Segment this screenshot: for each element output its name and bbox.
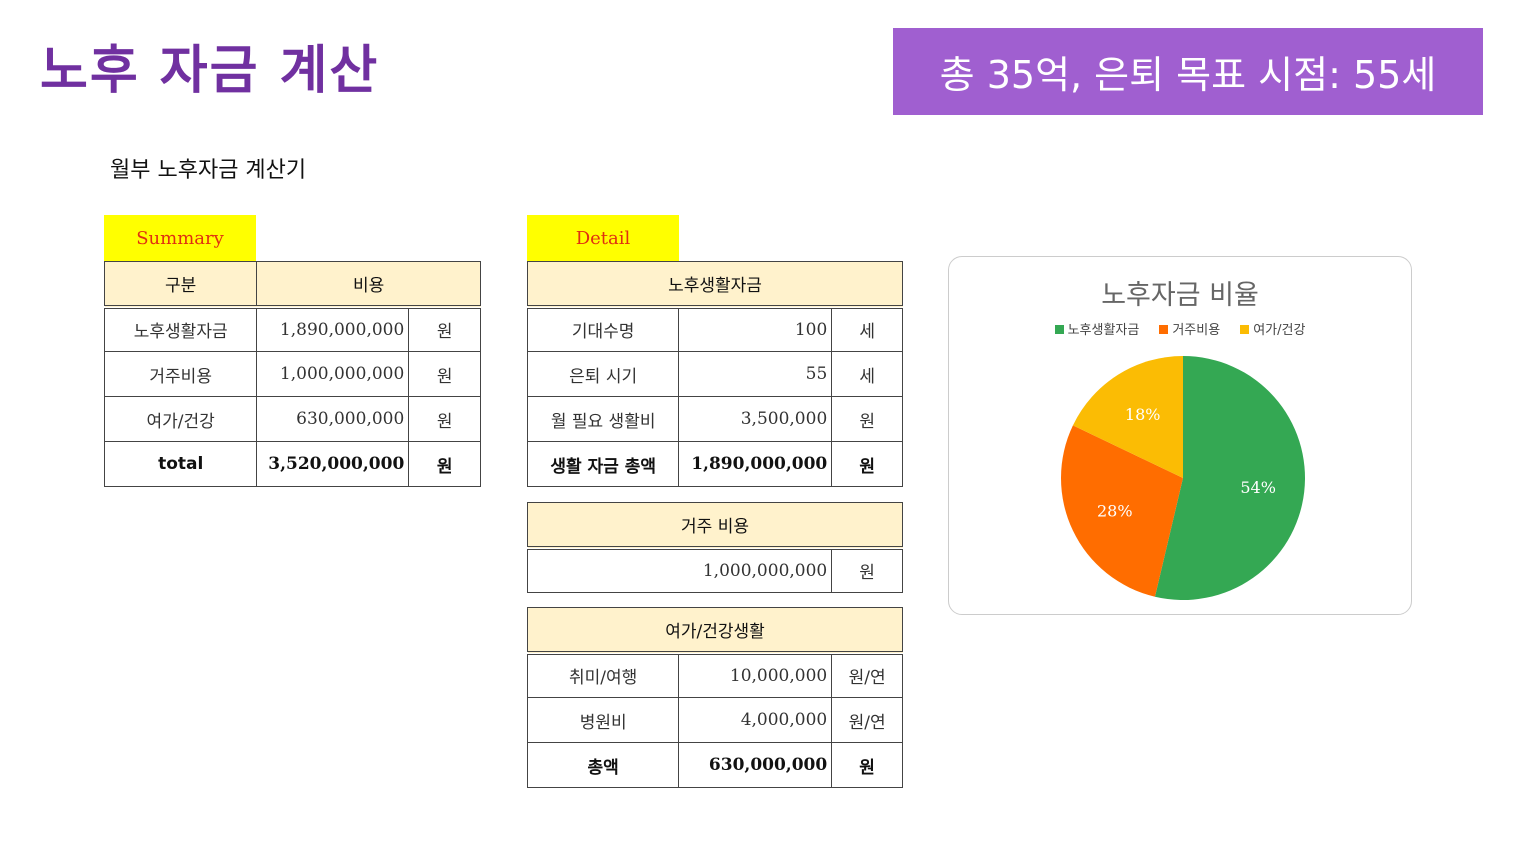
cell-value: 1,890,000,000 xyxy=(678,441,833,487)
cell-label: 기대수명 xyxy=(526,306,680,352)
table-row: 거주비용 1,000,000,000 원 xyxy=(103,351,481,397)
calculator-subtitle: 월부 노후자금 계산기 xyxy=(110,158,307,183)
table-row: 은퇴 시기 55 세 xyxy=(526,351,903,397)
cell-value: 55 xyxy=(678,351,833,397)
cell-unit: 원 xyxy=(831,441,903,487)
chart-legend: 노후생활자금 거주비용 여가/건강 xyxy=(949,319,1411,338)
cell-label: 거주비용 xyxy=(103,351,258,397)
summary-tag: Summary xyxy=(104,215,256,261)
legend-label: 거주비용 xyxy=(1172,323,1221,338)
legend-item: 거주비용 xyxy=(1159,319,1220,338)
cell-value: 4,000,000 xyxy=(678,697,833,743)
housing-header: 거주 비용 xyxy=(527,502,903,550)
cell-unit: 원 xyxy=(831,396,903,442)
leisure-header: 여가/건강생활 xyxy=(527,607,903,655)
legend-swatch xyxy=(1159,325,1169,334)
table-row: 1,000,000,000 원 xyxy=(526,547,903,593)
cell-unit: 원 xyxy=(831,742,903,788)
table-row: 병원비 4,000,000 원/연 xyxy=(526,697,903,743)
cell-label: 취미/여행 xyxy=(526,652,680,698)
total-row: total 3,520,000,000 원 xyxy=(103,441,481,487)
table-row: 기대수명 100 세 xyxy=(526,306,903,352)
cell-unit: 원 xyxy=(408,351,481,397)
cell-value: 630,000,000 xyxy=(678,742,833,788)
pie-slice xyxy=(1154,356,1305,600)
cell-label: 월 필요 생활비 xyxy=(526,396,680,442)
slice-label: 28% xyxy=(1097,502,1133,521)
cell-label: 여가/건강 xyxy=(103,396,258,442)
total-row: 총액 630,000,000 원 xyxy=(526,742,903,788)
chart-title: 노후자금 비율 xyxy=(1101,280,1259,311)
table-row: 노후생활자금 1,890,000,000 원 xyxy=(103,306,481,352)
cell-label: 병원비 xyxy=(526,697,680,743)
cell-label: 총액 xyxy=(526,742,680,788)
table-row: 여가/건강 630,000,000 원 xyxy=(103,396,481,442)
cell-unit: 원 xyxy=(408,441,481,487)
cell-unit: 원 xyxy=(831,547,903,593)
pie-slice xyxy=(1072,356,1183,478)
table-row: 취미/여행 10,000,000 원/연 xyxy=(526,652,903,698)
cell-unit: 세 xyxy=(831,351,903,397)
pie-slice xyxy=(1061,425,1183,597)
cell-value: 10,000,000 xyxy=(678,652,833,698)
legend-swatch xyxy=(1054,325,1064,334)
cell-value: 1,000,000,000 xyxy=(256,351,410,397)
cell-value: 1,890,000,000 xyxy=(256,306,410,352)
cell-label: 은퇴 시기 xyxy=(526,351,680,397)
legend-swatch xyxy=(1240,325,1250,334)
pie-svg: 54% 28% 18% xyxy=(1061,356,1305,600)
cell-label: 생활 자금 총액 xyxy=(526,441,680,487)
table-row: 월 필요 생활비 3,500,000 원 xyxy=(526,396,903,442)
cell-label: 노후생활자금 xyxy=(103,306,258,352)
legend-item: 노후생활자금 xyxy=(1054,319,1140,338)
cell-unit: 원/연 xyxy=(831,652,903,698)
housing-table: 거주 비용 1,000,000,000 원 xyxy=(526,502,903,593)
summary-banner: 총 35억, 은퇴 목표 시점: 55세 xyxy=(893,28,1483,115)
cell-value: 100 xyxy=(678,306,833,352)
total-row: 생활 자금 총액 1,890,000,000 원 xyxy=(526,441,903,487)
header-cost: 비용 xyxy=(256,261,481,309)
cell-unit: 원 xyxy=(408,306,481,352)
cell-label: total xyxy=(103,441,258,487)
living-header: 노후생활자금 xyxy=(527,261,903,309)
page-title: 노후 자금 계산 xyxy=(40,41,380,101)
detail-tag: Detail xyxy=(527,215,679,261)
cell-value: 3,500,000 xyxy=(678,396,833,442)
header-category: 구분 xyxy=(103,261,258,309)
pie-chart: 노후자금 비율 노후생활자금 거주비용 여가/건강 54% 28% 18% xyxy=(948,256,1412,615)
cell-value: 3,520,000,000 xyxy=(256,441,410,487)
slice-label: 18% xyxy=(1125,405,1161,424)
legend-label: 여가/건강 xyxy=(1253,323,1306,338)
slice-label: 54% xyxy=(1240,478,1276,497)
leisure-table: 여가/건강생활 취미/여행 10,000,000 원/연 병원비 4,000,000 원… xyxy=(526,607,903,788)
legend-label: 노후생활자금 xyxy=(1067,323,1140,338)
cell-unit: 원/연 xyxy=(831,697,903,743)
cell-value: 630,000,000 xyxy=(256,396,410,442)
cell-unit: 세 xyxy=(831,306,903,352)
legend-item: 여가/건강 xyxy=(1240,319,1305,338)
cell-value: 1,000,000,000 xyxy=(526,547,833,593)
cell-unit: 원 xyxy=(408,396,481,442)
summary-table: 구분 비용 노후생활자금 1,890,000,000 원 거주비용 1,000,000,… xyxy=(103,261,481,487)
living-table: 노후생활자금 기대수명 100 세 은퇴 시기 55 세 월 필요 생활비 3,500,0… xyxy=(526,261,903,487)
